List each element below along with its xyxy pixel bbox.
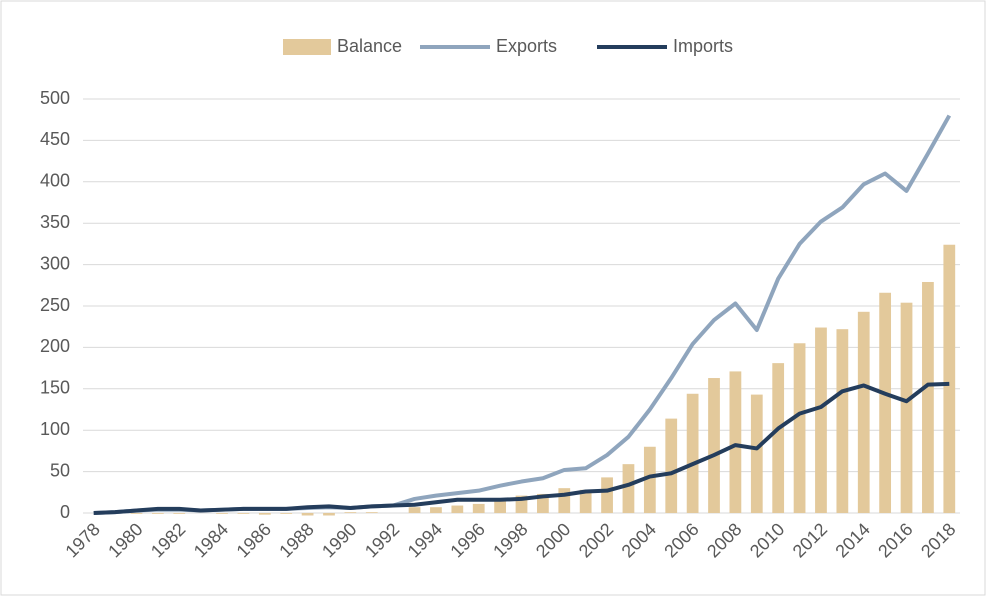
bar: [216, 513, 228, 514]
bar: [857, 311, 870, 513]
bar: [943, 244, 956, 513]
y-tick-label: 400: [40, 171, 70, 191]
bar: [344, 512, 357, 513]
y-tick-label: 350: [40, 212, 70, 232]
y-tick-label: 50: [50, 460, 70, 480]
bar: [323, 513, 335, 516]
bar: [793, 343, 806, 513]
legend-label: Imports: [673, 36, 733, 56]
y-tick-label: 200: [40, 336, 70, 356]
line: [93, 381, 950, 515]
bar: [130, 513, 143, 514]
legend-label: Exports: [496, 36, 557, 56]
bar: [879, 292, 892, 513]
bar: [472, 503, 485, 513]
y-tick-label: 450: [40, 129, 70, 149]
bar: [173, 513, 186, 514]
bar: [280, 513, 293, 514]
y-tick-label: 100: [40, 419, 70, 439]
bar: [537, 493, 549, 513]
y-tick-label: 300: [40, 253, 70, 273]
legend-swatch: [283, 39, 331, 55]
bar: [301, 513, 314, 516]
bar: [836, 329, 849, 513]
bar: [708, 378, 720, 513]
bar: [601, 477, 613, 513]
y-tick-label: 500: [40, 88, 70, 108]
bar: [430, 507, 442, 513]
bar: [151, 513, 164, 514]
bar: [900, 302, 913, 513]
bar: [643, 446, 656, 513]
bar: [665, 418, 678, 513]
bar: [494, 498, 506, 513]
y-tick-label: 0: [60, 502, 70, 522]
bar: [622, 464, 635, 513]
bar: [258, 513, 271, 515]
bar: [750, 394, 763, 513]
bar: [558, 488, 571, 513]
bar: [365, 512, 378, 513]
bar: [237, 513, 250, 514]
bar: [451, 505, 464, 513]
bar: [515, 495, 528, 513]
y-tick-label: 150: [40, 378, 70, 398]
bar: [686, 393, 699, 513]
bar: [922, 281, 934, 513]
legend-label: Balance: [337, 36, 402, 56]
bar: [729, 371, 742, 513]
bar: [815, 327, 827, 513]
bar: [408, 507, 421, 513]
bar: [579, 489, 592, 513]
bar: [772, 363, 785, 513]
y-tick-label: 250: [40, 295, 70, 315]
